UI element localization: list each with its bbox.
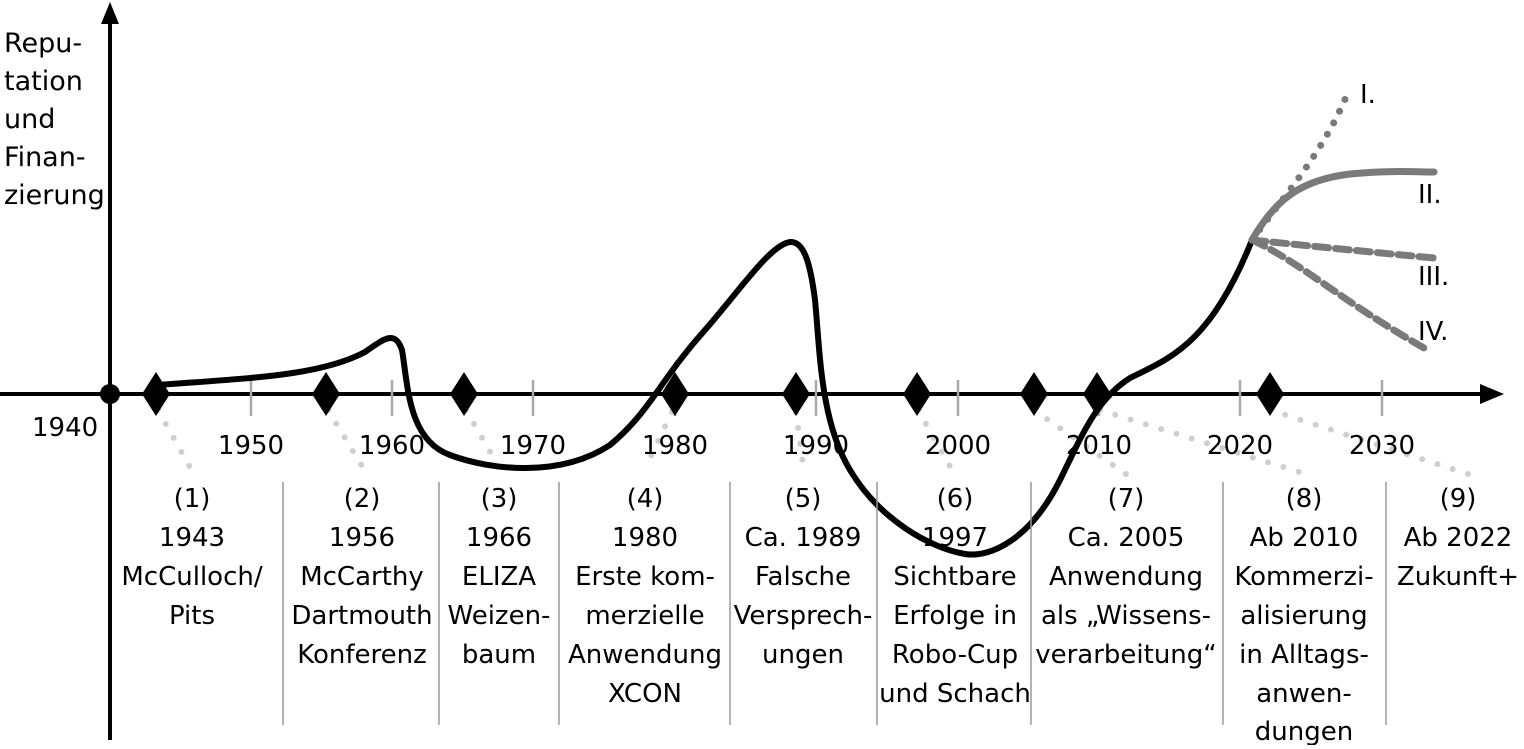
event-marker-5 [782,372,810,416]
scenario-II-line [1252,172,1434,241]
event-4-line-5: XCON [608,679,682,709]
event-label-5: (5) Ca. 1989 Falsche Versprech- ungen [734,484,873,670]
event-4-line-2: Erste kom- [575,562,715,592]
event-4-line-3: merzielle [585,601,704,631]
event-2-line-4: Konferenz [297,640,427,670]
tick-marks [251,380,1382,416]
tick-label-2000: 2000 [925,431,991,461]
y-label-line-2: tation [4,66,83,97]
event-3-line-2: ELIZA [462,562,536,592]
event-label-6: (6) 1997 Sichtbare Erfolge in Robo-Cup u… [879,484,1031,709]
event-9-line-1: Ab 2022 [1404,523,1513,553]
event-6-line-2: Sichtbare [893,562,1016,592]
event-label-9: (9) Ab 2022 Zukunft+ [1397,484,1519,592]
event-5-number: (5) [785,484,822,514]
event-8-line-3: alisierung [1240,601,1367,631]
scenario-label-I: I. [1360,80,1376,110]
event-marker-6 [903,372,931,416]
event-8-number: (8) [1286,484,1323,514]
event-2-line-3: Dartmouth [291,601,432,631]
y-label-line-3: und [4,104,55,135]
tick-label-1990: 1990 [783,431,849,461]
event-marker-1 [142,372,170,416]
event-7-line-2: Anwendung [1049,562,1203,592]
event-1-line-2: McCulloch/ [121,562,262,592]
event-3-line-1: 1966 [466,523,532,553]
event-4-line-1: 1980 [612,523,678,553]
event-7-line-4: verarbeitung“ [1035,640,1217,670]
tick-label-1970: 1970 [500,431,566,461]
tick-label-2020: 2020 [1207,431,1273,461]
event-marker-2 [312,372,340,416]
event-5-line-4: ungen [762,640,844,670]
y-axis-arrowhead [101,2,119,24]
scenario-lines [1252,92,1434,348]
event-9-line-2: Zukunft+ [1397,562,1519,592]
event-marker-8 [1083,372,1111,416]
scenario-labels: I. II. III. IV. [1360,80,1449,347]
tick-label-1950: 1950 [218,431,284,461]
event-7-line-3: als „Wissens- [1041,601,1211,631]
event-7-line-1: Ca. 2005 [1068,523,1185,553]
event-6-line-4: Robo-Cup [892,640,1018,670]
tick-label-1960: 1960 [359,431,425,461]
event-6-number: (6) [937,484,974,514]
event-7-number: (7) [1108,484,1145,514]
event-label-7: (7) Ca. 2005 Anwendung als „Wissens- ver… [1035,484,1217,670]
tick-label-2010: 2010 [1066,431,1132,461]
connector-1 [158,410,196,478]
event-5-line-2: Falsche [755,562,851,592]
event-label-4: (4) 1980 Erste kom- merzielle Anwendung … [568,484,722,709]
event-labels: (1) 1943 McCulloch/ Pits (2) 1956 McCart… [121,484,1519,745]
event-8-line-2: Kommerzi- [1234,562,1373,592]
tick-label-1980: 1980 [642,431,708,461]
event-marker-9 [1256,372,1284,416]
event-8-line-1: Ab 2010 [1250,523,1359,553]
y-axis [101,2,119,740]
event-label-3: (3) 1966 ELIZA Weizen- baum [448,484,551,670]
event-3-number: (3) [481,484,518,514]
tick-label-2030: 2030 [1349,431,1415,461]
origin-label: 1940 [32,413,98,443]
x-axis-arrowhead [1480,384,1504,404]
y-label-line-1: Repu- [4,28,82,59]
event-4-number: (4) [627,484,664,514]
event-3-line-4: baum [462,640,536,670]
event-2-line-2: McCarthy [300,562,424,592]
event-marker-7 [1020,372,1048,416]
connector-3 [466,410,496,462]
event-marker-3 [450,372,478,416]
event-6-line-5: und Schach [879,679,1031,709]
y-label-line-4: Finan- [4,142,86,173]
event-label-2: (2) 1956 McCarthy Dartmouth Konferenz [291,484,432,670]
event-3-line-3: Weizen- [448,601,551,631]
origin-dot [100,384,120,404]
event-label-1: (1) 1943 McCulloch/ Pits [121,484,262,631]
event-8-line-4: in Alltags- [1239,640,1369,670]
event-1-line-3: Pits [169,601,215,631]
scenario-label-IV: IV. [1418,317,1448,347]
event-2-line-1: 1956 [329,523,395,553]
event-5-line-3: Versprech- [734,601,873,631]
connector-2 [328,410,362,466]
event-6-line-3: Erfolge in [893,601,1017,631]
x-tick-labels: 1950 1960 1970 1980 1990 2000 2010 2020 … [218,431,1415,461]
event-1-number: (1) [174,484,211,514]
event-label-8: (8) Ab 2010 Kommerzi- alisierung in Allt… [1234,484,1373,745]
event-8-line-5: anwen- [1256,679,1352,709]
event-6-line-1: 1997 [922,523,988,553]
scenario-label-III: III. [1418,262,1449,292]
y-label-line-5: zierung [4,180,105,211]
y-axis-label: Repu- tation und Finan- zierung [4,28,105,211]
event-8-line-6: dungen [1255,717,1353,745]
event-5-line-1: Ca. 1989 [745,523,862,553]
event-9-number: (9) [1440,484,1477,514]
scenario-label-II: II. [1418,180,1442,210]
event-1-line-1: 1943 [159,523,225,553]
event-4-line-4: Anwendung [568,640,722,670]
event-2-number: (2) [344,484,381,514]
